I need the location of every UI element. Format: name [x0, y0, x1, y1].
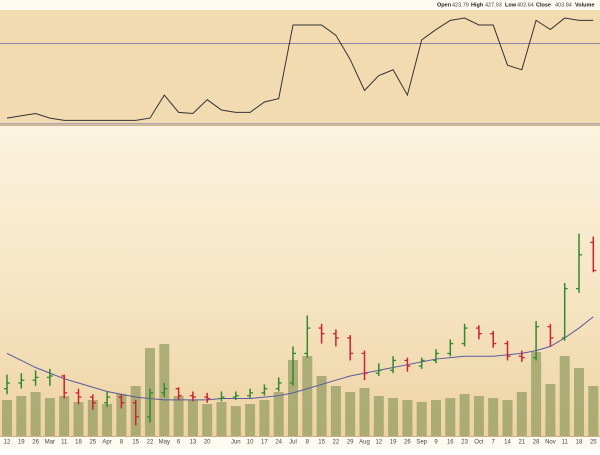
x-tick-label: 7: [492, 440, 496, 446]
x-tick-label: Jul: [289, 440, 297, 446]
volume-bar: [373, 396, 384, 436]
x-tick-label: 23: [461, 440, 468, 446]
volume-bar: [245, 404, 256, 436]
x-tick-label: 13: [190, 440, 197, 446]
header-label: Low: [505, 2, 517, 8]
indicator-line: [6, 17, 594, 121]
x-tick-label: May: [159, 440, 170, 446]
header-label: Volume: [575, 2, 594, 8]
x-tick-label: 11: [562, 440, 569, 446]
volume-bar: [202, 404, 213, 436]
volume-bar: [102, 404, 113, 436]
header-value: 403.84: [555, 2, 572, 8]
volume-bar: [187, 400, 198, 436]
volume-bar: [531, 352, 542, 436]
x-tick-label: 22: [147, 440, 154, 446]
x-tick-label: 20: [204, 440, 211, 446]
x-tick-label: 11: [61, 440, 68, 446]
volume-bar: [459, 394, 470, 436]
x-tick-label: Nov: [545, 440, 556, 446]
volume-bar: [316, 376, 327, 436]
x-tick-label: 21: [518, 440, 525, 446]
volume-bar: [216, 402, 227, 436]
x-tick-label: Aug: [359, 440, 370, 446]
volume-bar: [416, 402, 427, 436]
volume-bar: [116, 394, 127, 436]
volume-bar: [559, 356, 570, 436]
header-value: 423.79: [452, 2, 469, 8]
x-tick-label: Mar: [45, 440, 55, 446]
header-value: 402.64: [517, 2, 534, 8]
header-label: Close: [536, 2, 551, 8]
moving-average: [6, 316, 594, 401]
price-panel: [0, 126, 600, 436]
x-tick-label: 25: [590, 440, 597, 446]
x-tick-label: Sep: [416, 440, 427, 446]
volume-bar: [44, 398, 55, 436]
x-tick-label: 10: [247, 440, 254, 446]
x-tick-label: 17: [261, 440, 268, 446]
volume-bar: [273, 392, 284, 436]
x-tick-label: 9: [434, 440, 438, 446]
volume-bar: [545, 384, 556, 436]
x-tick-label: 22: [333, 440, 340, 446]
x-tick-label: 19: [18, 440, 25, 446]
header-label: High: [471, 2, 484, 8]
x-tick-label: 15: [318, 440, 325, 446]
x-tick-label: Oct: [474, 440, 484, 446]
x-tick-label: 28: [533, 440, 540, 446]
x-tick-label: 12: [4, 440, 11, 446]
volume-bar: [30, 392, 41, 436]
x-tick-label: 6: [177, 440, 181, 446]
x-tick-label: 18: [75, 440, 82, 446]
volume-bar: [330, 386, 341, 436]
x-tick-label: Jun: [231, 440, 241, 446]
volume-bar: [388, 398, 399, 436]
volume-bar: [288, 360, 298, 436]
volume-bar: [488, 398, 499, 436]
x-tick-label: 26: [404, 440, 411, 446]
volume-bar: [16, 396, 27, 436]
x-tick-label: 26: [32, 440, 39, 446]
volume-bar: [431, 400, 441, 436]
x-tick-label: 16: [447, 440, 454, 446]
volume-bar: [516, 392, 527, 436]
volume-bar: [345, 392, 356, 436]
volume-bar: [87, 400, 98, 436]
indicator-panel: [0, 10, 600, 125]
x-tick-label: 8: [120, 440, 124, 446]
volume-bar: [59, 396, 70, 436]
x-tick-label: 24: [275, 440, 282, 446]
volume-bar: [473, 396, 484, 436]
header-label: Open: [437, 2, 452, 8]
volume-bar: [445, 398, 456, 436]
volume-bar: [359, 388, 370, 436]
volume-bar: [502, 400, 513, 436]
volume-bar: [2, 400, 12, 436]
x-tick-label: 15: [132, 440, 139, 446]
x-tick-label: 18: [576, 440, 583, 446]
volume-bar: [73, 402, 84, 436]
volume-bar: [259, 400, 270, 436]
x-tick-label: 29: [347, 440, 354, 446]
x-tick-label: 25: [89, 440, 96, 446]
x-tick-label: 14: [504, 440, 511, 446]
volume-bar: [302, 356, 313, 436]
x-tick-label: 12: [375, 440, 382, 446]
volume-bar: [173, 396, 184, 436]
volume-bar: [588, 386, 599, 436]
x-tick-label: 19: [390, 440, 397, 446]
volume-bar: [402, 400, 413, 436]
volume-bar: [230, 406, 241, 436]
x-tick-label: 8: [306, 440, 310, 446]
volume-bar: [574, 368, 584, 436]
x-tick-label: Apr: [102, 440, 111, 446]
header-value: 427.93: [485, 2, 502, 8]
